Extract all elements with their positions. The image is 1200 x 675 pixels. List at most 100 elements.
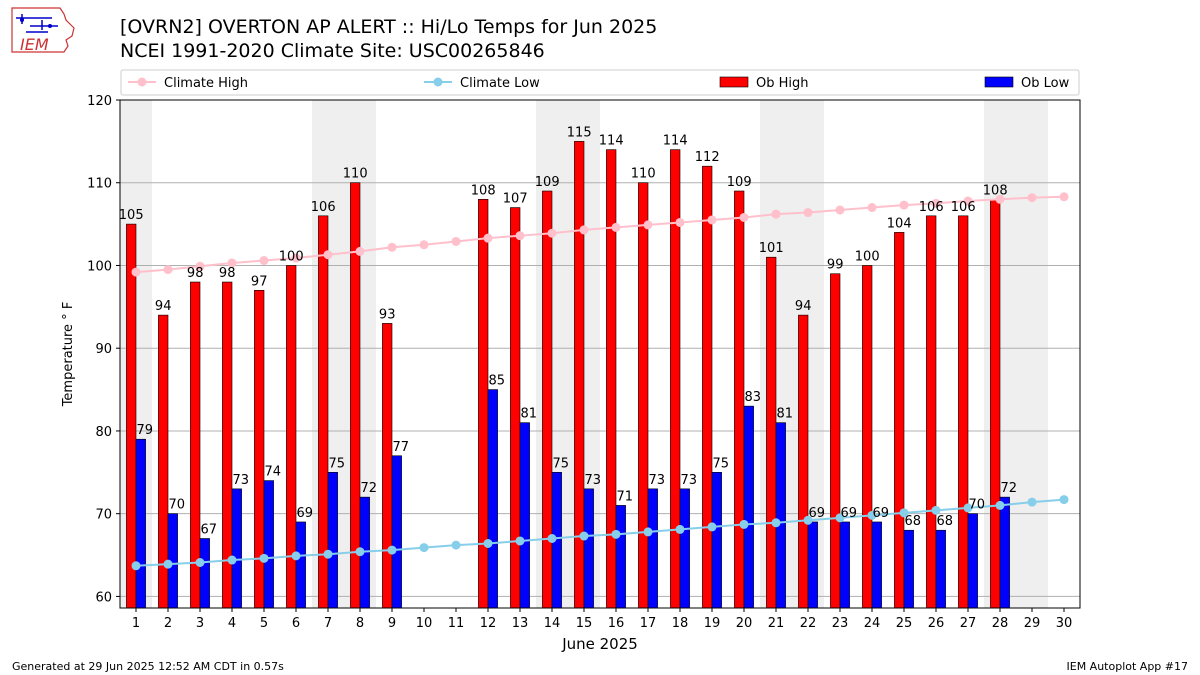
climate-high-point [803, 208, 813, 218]
ob-low-bar [231, 488, 242, 609]
x-tick-label: 2 [164, 616, 172, 631]
legend-label: Climate High [164, 76, 248, 91]
climate-low-point [931, 505, 941, 515]
climate-low-point [771, 518, 781, 528]
ob-high-label: 109 [727, 175, 752, 190]
ob-low-bar [295, 521, 306, 609]
climate-high-point [835, 205, 845, 215]
ob-low-label: 72 [361, 481, 378, 496]
legend-box [120, 69, 1080, 96]
climate-low-point [707, 522, 717, 532]
x-tick-label: 10 [416, 616, 433, 631]
y-axis-label: Temperature ° F [61, 302, 76, 408]
climate-high-point [131, 267, 141, 277]
y-tick-label: 90 [95, 342, 112, 357]
generated-timestamp: Generated at 29 Jun 2025 12:52 AM CDT in… [12, 660, 284, 673]
ob-high-bar [542, 190, 553, 609]
ob-high-bar [638, 182, 649, 609]
x-axis: 1 2 3 4 5 6 7 8 9 10 11 12 13 14 15 16 17 18 19 20 21 22 23 24 2… [132, 608, 1072, 631]
ob-high-bar [734, 190, 745, 609]
x-tick-label: 18 [672, 616, 689, 631]
y-axis: 60 70 80 90 100 110 120 [87, 94, 120, 605]
x-tick-label: 15 [576, 616, 593, 631]
climate-low-point [899, 508, 909, 518]
ob-high-label: 115 [567, 125, 592, 140]
ob-high-bar [382, 323, 393, 609]
iem-logo: IEM [11, 7, 75, 54]
climate-high-point [963, 196, 973, 206]
climate-low-point [579, 531, 589, 541]
x-tick-label: 13 [512, 616, 529, 631]
x-tick-label: 5 [260, 616, 268, 631]
climate-high-point [579, 225, 589, 235]
ob-high-bar [702, 165, 713, 609]
climate-high-point [227, 258, 237, 268]
climate-low-point [131, 561, 141, 571]
climate-high-point [355, 246, 365, 256]
ob-low-label: 85 [489, 374, 506, 389]
climate-low-point [483, 538, 493, 548]
ob-low-bar [839, 521, 850, 609]
ob-high-label: 114 [599, 134, 624, 149]
ob-high-label: 98 [187, 266, 204, 281]
ob-low-label: 75 [713, 456, 730, 471]
legend-swatch-bar [984, 76, 1014, 88]
ob-high-bar [894, 232, 905, 609]
ob-high-label: 104 [887, 216, 912, 231]
climate-low-point [963, 503, 973, 513]
climate-high-point [259, 256, 269, 266]
ob-low-label: 73 [233, 473, 250, 488]
ob-low-label: 69 [297, 506, 314, 521]
x-tick-label: 17 [640, 616, 657, 631]
climate-high-point [739, 212, 749, 222]
ob-high-bar [606, 149, 617, 609]
climate-low-point [259, 553, 269, 563]
climate-high-point [899, 200, 909, 210]
x-tick-label: 1 [132, 616, 140, 631]
ob-high-bar [318, 215, 329, 609]
x-tick-label: 22 [800, 616, 817, 631]
x-tick-label: 9 [388, 616, 396, 631]
climate-high-point [707, 215, 717, 225]
ob-low-label: 77 [393, 440, 410, 455]
climate-high-point [419, 240, 429, 250]
weekend-band-29 [1016, 100, 1048, 608]
ob-low-label: 83 [745, 390, 762, 405]
ob-high-bar [990, 198, 1001, 609]
x-tick-label: 12 [480, 616, 497, 631]
ob-low-bar [999, 496, 1010, 609]
climate-high-point [291, 253, 301, 263]
ob-low-label: 68 [905, 514, 922, 529]
ob-low-label: 69 [873, 506, 890, 521]
ob-low-bar [263, 480, 274, 609]
ob-low-bar [775, 422, 786, 609]
ob-low-label: 75 [329, 456, 346, 471]
ob-low-bar [135, 438, 146, 609]
climate-high-point [515, 231, 525, 241]
ob-high-bar [862, 265, 873, 609]
ob-high-label: 101 [759, 241, 784, 256]
ob-low-label: 73 [681, 473, 698, 488]
climate-low-point [1059, 495, 1069, 505]
climate-low-point [195, 557, 205, 567]
legend-label: Ob High [756, 76, 809, 91]
ob-low-label: 69 [841, 506, 858, 521]
ob-high-bar [350, 182, 361, 609]
ob-low-bar [647, 488, 658, 609]
ob-low-bar [967, 513, 978, 609]
x-tick-label: 27 [960, 616, 977, 631]
y-tick-label: 70 [95, 508, 112, 523]
legend-swatch-bar [719, 76, 749, 88]
ob-low-bar [903, 529, 914, 609]
legend-swatch-marker [137, 77, 147, 87]
data-labels-layer: 105 79 94 70 98 67 98 73 97 74 100 69 106 75 110 72 93 77… [119, 125, 1017, 537]
climate-low-point [867, 510, 877, 520]
ob-low-bar [519, 422, 530, 609]
ob-low-bar [711, 472, 722, 609]
climate-high-point [867, 203, 877, 213]
climate-low-point [387, 545, 397, 555]
x-tick-label: 14 [544, 616, 561, 631]
app-credit: IEM Autoplot App #17 [1066, 660, 1189, 673]
climate-low-point [1027, 497, 1037, 507]
